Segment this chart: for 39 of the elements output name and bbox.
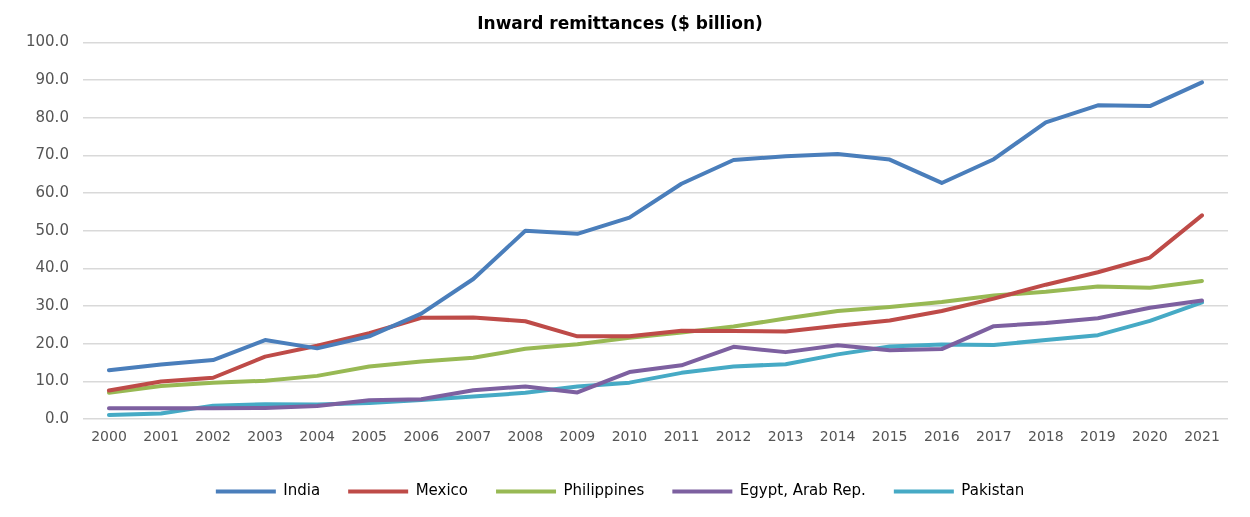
legend-label: Pakistan	[961, 481, 1025, 500]
legend-label: Mexico	[415, 481, 469, 500]
y-tick-label: 20.0	[35, 333, 69, 352]
y-tick-label: 10.0	[35, 371, 69, 390]
x-tick-label: 2002	[195, 428, 231, 445]
x-tick-label: 2001	[143, 428, 179, 445]
x-tick-label: 2005	[351, 428, 388, 445]
y-tick-label: 70.0	[35, 145, 69, 164]
x-tick-label: 2010	[611, 428, 648, 445]
y-tick-label: 0.0	[45, 409, 69, 428]
x-tick-label: 2012	[715, 428, 752, 445]
y-tick-label: 90.0	[35, 69, 69, 88]
x-tick-label: 2015	[871, 428, 908, 445]
x-tick-label: 2020	[1132, 428, 1168, 445]
legend-label: Egypt, Arab Rep.	[739, 481, 866, 500]
x-tick-label: 2003	[247, 428, 283, 445]
y-tick-label: 100.0	[25, 32, 69, 51]
x-tick-label: 2018	[1028, 428, 1064, 445]
x-tick-label: 2017	[975, 428, 1012, 445]
x-tick-label: 2021	[1184, 428, 1220, 445]
legend-label: India	[283, 481, 321, 500]
x-tick-label: 2013	[767, 428, 804, 445]
x-tick-label: 2008	[507, 428, 544, 445]
x-tick-label: 2016	[923, 428, 960, 445]
x-tick-label: 2019	[1080, 428, 1116, 445]
y-tick-label: 80.0	[35, 107, 69, 126]
y-tick-label: 50.0	[35, 220, 69, 239]
x-tick-label: 2004	[299, 428, 336, 445]
x-tick-label: 2000	[91, 428, 127, 445]
y-tick-label: 60.0	[35, 183, 69, 202]
chart-title: Inward remittances ($ billion)	[477, 12, 763, 33]
x-tick-label: 2007	[455, 428, 492, 445]
x-tick-label: 2011	[663, 428, 700, 445]
y-tick-label: 30.0	[35, 296, 69, 315]
x-tick-label: 2009	[559, 428, 596, 445]
x-tick-label: 2014	[819, 428, 856, 445]
x-tick-label: 2006	[403, 428, 440, 445]
y-tick-label: 40.0	[35, 258, 69, 277]
legend-label: Philippines	[563, 481, 645, 500]
